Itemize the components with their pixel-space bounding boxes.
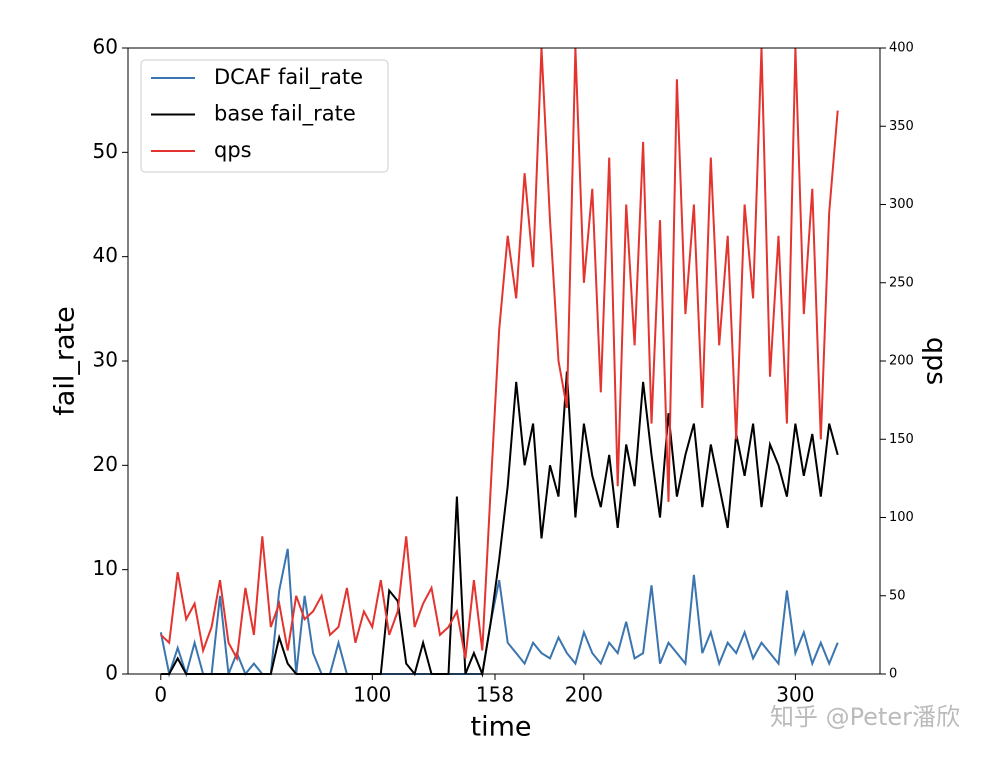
y2-tick-label: 300 [889, 197, 914, 212]
y-tick-label: 40 [93, 243, 118, 267]
x-tick-label: 0 [154, 683, 167, 707]
y2-tick-label: 50 [889, 588, 906, 603]
y-tick-label: 10 [93, 556, 118, 580]
watermark: 知乎 @Peter潘欣 [770, 703, 960, 731]
x-tick-label: 158 [476, 683, 514, 707]
legend-label: base fail_rate [214, 102, 356, 127]
y-tick-label: 30 [93, 348, 118, 372]
y2-axis-label: qps [921, 337, 952, 385]
y-axis-label: fail_rate [50, 306, 81, 415]
x-tick-label: 100 [353, 683, 391, 707]
y-tick-label: 50 [93, 139, 118, 163]
series-line [160, 371, 839, 678]
series-line [159, 548, 839, 678]
x-tick-label: 300 [776, 683, 814, 707]
legend-label: qps [214, 138, 252, 162]
y2-tick-label: 100 [889, 510, 914, 525]
y-tick-label: 20 [93, 452, 118, 476]
x-axis-label: time [470, 712, 531, 743]
y2-tick-label: 0 [889, 667, 897, 682]
y2-tick-label: 350 [889, 119, 914, 134]
legend-label: DCAF fail_rate [214, 65, 363, 90]
x-tick-label: 200 [565, 683, 603, 707]
y2-tick-label: 150 [889, 432, 914, 447]
y-tick-label: 0 [105, 661, 118, 685]
legend-box [140, 59, 389, 173]
series-line [160, 47, 839, 662]
y-tick-label: 60 [93, 35, 118, 59]
y2-tick-label: 200 [889, 354, 914, 369]
y2-tick-label: 400 [889, 41, 914, 56]
y2-tick-label: 250 [889, 275, 914, 290]
